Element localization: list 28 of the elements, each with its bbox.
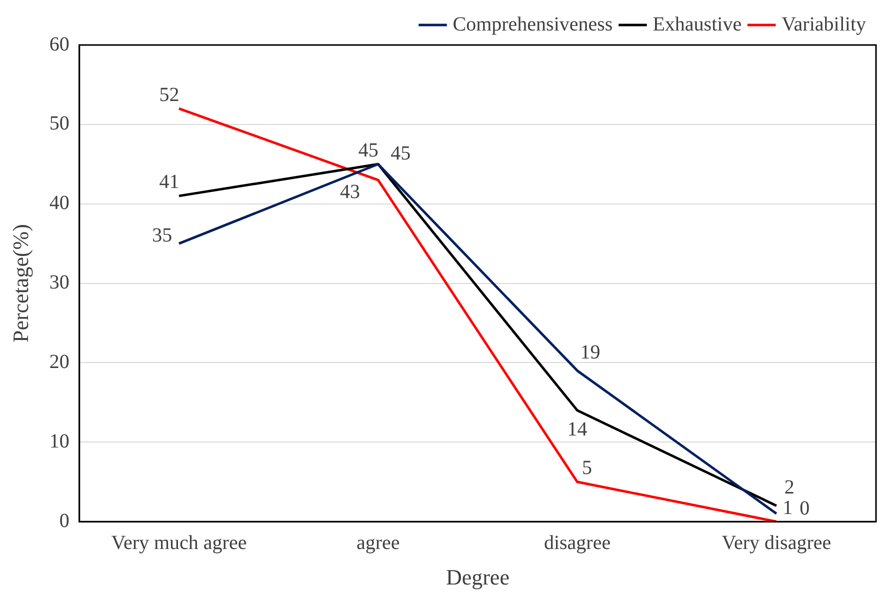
x-tick-label: Very disagree	[722, 532, 832, 554]
data-label: 45	[390, 142, 411, 164]
x-tick-label: disagree	[544, 532, 611, 554]
y-tick-label: 20	[49, 350, 70, 373]
data-label: 52	[159, 84, 180, 106]
y-tick-label: 60	[49, 33, 70, 56]
y-tick-label: 10	[49, 430, 70, 452]
x-tick-label: agree	[356, 532, 400, 554]
data-label: 14	[567, 418, 588, 441]
x-axis-title: Degree	[446, 564, 510, 590]
y-tick-label: 30	[49, 272, 70, 294]
legend-label: Comprehensiveness	[452, 13, 613, 36]
data-label: 45	[358, 139, 378, 162]
data-label: 43	[340, 180, 360, 203]
data-label: 2	[784, 476, 794, 499]
data-label: 1	[782, 496, 793, 519]
legend-label: Exhaustive	[652, 13, 742, 36]
y-tick-label: 0	[59, 510, 70, 532]
data-label: 35	[152, 224, 172, 246]
y-axis-title: Percetage(%)	[8, 224, 33, 343]
y-tick-label: 50	[49, 112, 70, 135]
data-label: 41	[159, 171, 180, 194]
data-label: 0	[800, 497, 810, 520]
data-label: 5	[582, 457, 592, 480]
x-tick-label: Very much agree	[111, 532, 247, 554]
data-label: 19	[580, 342, 600, 364]
y-tick-label: 40	[49, 192, 70, 214]
legend-label: Variability	[782, 13, 866, 36]
